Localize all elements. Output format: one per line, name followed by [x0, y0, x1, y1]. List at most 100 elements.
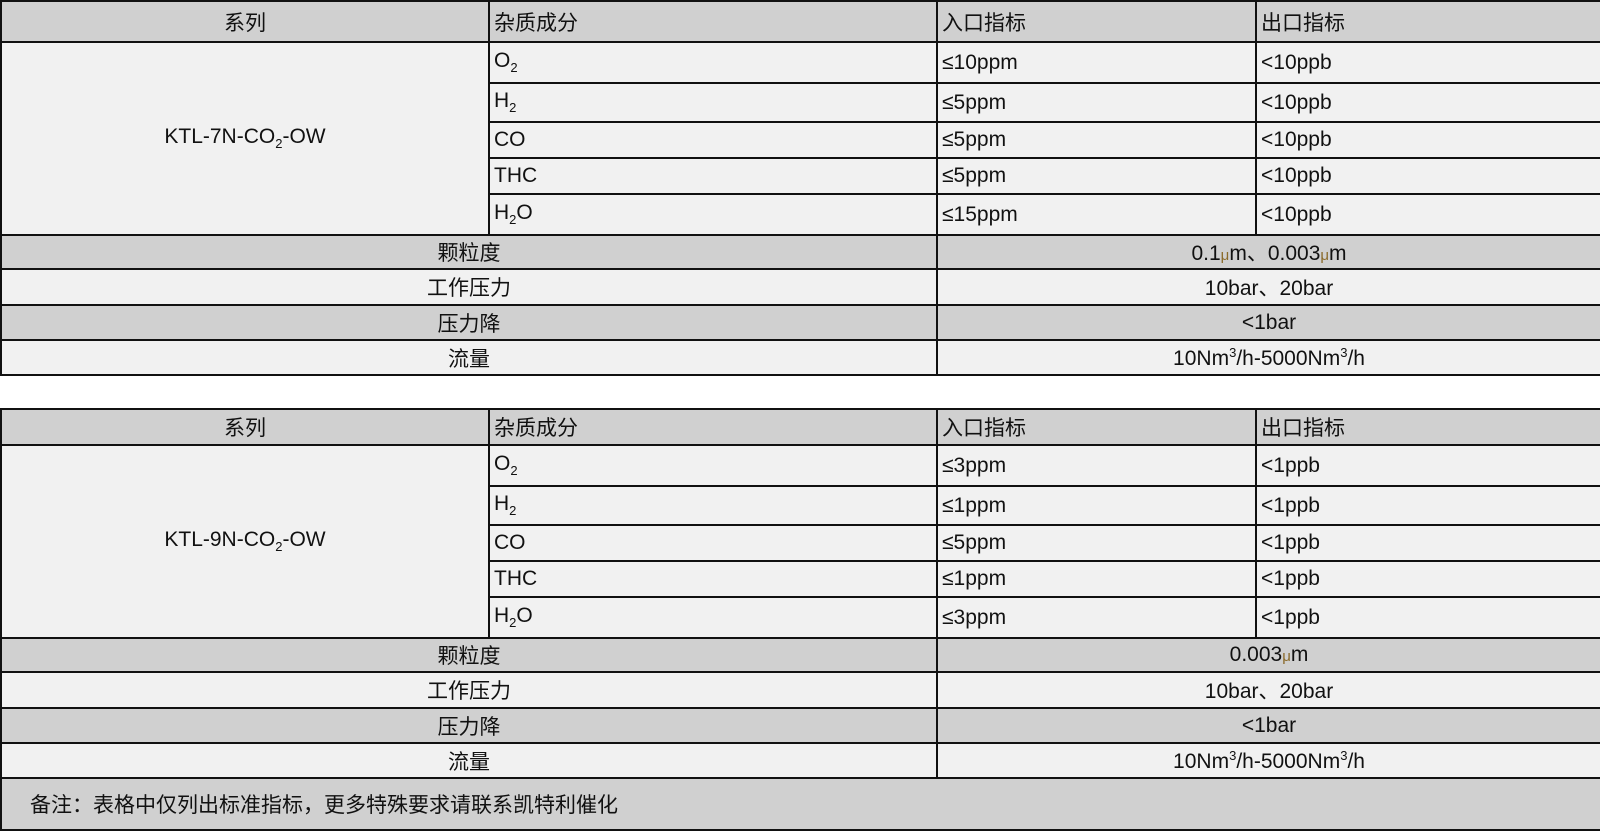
- impurity-name: O2: [488, 41, 938, 84]
- inlet-value: ≤10ppm: [936, 41, 1257, 84]
- inlet-value: ≤15ppm: [936, 193, 1257, 236]
- header-row: 系列 杂质成分 入口指标 出口指标: [0, 408, 1600, 446]
- spec-row: 流量 10Nm3/h-5000Nm3/h: [0, 339, 1600, 376]
- spec-row: 流量 10Nm3/h-5000Nm3/h: [0, 742, 1600, 779]
- text-segment: 3: [1340, 344, 1348, 360]
- spec-label: 工作压力: [0, 268, 938, 306]
- text-segment: -OW: [282, 528, 326, 552]
- spec-row: 颗粒度 0.1μm、0.003μm: [0, 234, 1600, 270]
- header-series: 系列: [0, 0, 490, 43]
- inlet-value: ≤1ppm: [936, 485, 1257, 526]
- text-segment: 3: [1340, 747, 1348, 763]
- outlet-value: <1ppb: [1255, 524, 1600, 562]
- text-segment: 2: [275, 539, 283, 555]
- text-segment: m: [1290, 643, 1309, 666]
- outlet-value: <10ppb: [1255, 41, 1600, 84]
- inlet-value: ≤5ppm: [936, 82, 1257, 123]
- text-segment: H: [494, 604, 510, 628]
- text-segment: O: [516, 201, 533, 225]
- outlet-value: <1ppb: [1255, 560, 1600, 598]
- spec-label: 流量: [0, 742, 938, 779]
- impurity-name: H2O: [488, 193, 938, 236]
- spec-value: 10Nm3/h-5000Nm3/h: [936, 339, 1600, 376]
- impurity-name: H2O: [488, 596, 938, 639]
- header-impurity: 杂质成分: [488, 0, 938, 43]
- impurity-name: CO: [488, 121, 938, 159]
- text-segment: THC: [494, 567, 538, 590]
- text-segment: /h-5000Nm: [1236, 346, 1341, 370]
- text-segment: 10bar、20bar: [1204, 680, 1334, 703]
- text-segment: 10Nm: [1173, 749, 1230, 773]
- text-segment: m、0.003: [1229, 242, 1321, 265]
- text-segment: 10bar、20bar: [1204, 277, 1334, 300]
- impurity-row: THC ≤1ppm <1ppb: [1, 560, 1600, 598]
- text-segment: KTL-9N-CO: [164, 528, 276, 552]
- text-segment: 2: [510, 60, 518, 76]
- spec-label: 流量: [0, 339, 938, 376]
- outlet-value: <1ppb: [1255, 485, 1600, 526]
- text-segment: 10Nm: [1173, 346, 1230, 370]
- spec-row: 工作压力 10bar、20bar: [0, 268, 1600, 306]
- text-segment: 3: [1229, 747, 1237, 763]
- spec-table: 系列 杂质成分 入口指标 出口指标 KTL-7N-CO2-OW O2 ≤10ppm…: [0, 0, 1600, 376]
- spec-label: 颗粒度: [0, 637, 938, 673]
- spec-value: 10Nm3/h-5000Nm3/h: [936, 742, 1600, 779]
- spec-value: 10bar、20bar: [936, 671, 1600, 709]
- header-outlet: 出口指标: [1255, 408, 1600, 446]
- inlet-value: ≤5ppm: [936, 524, 1257, 562]
- text-segment: 0.1: [1191, 242, 1221, 265]
- outlet-value: <1ppb: [1255, 596, 1600, 639]
- spec-row: 工作压力 10bar、20bar: [0, 671, 1600, 709]
- text-segment: 2: [509, 615, 517, 631]
- impurity-name: H2: [488, 82, 938, 123]
- text-segment: 2: [509, 503, 517, 519]
- spec-label: 颗粒度: [0, 234, 938, 270]
- text-segment: KTL-7N-CO: [164, 125, 276, 149]
- text-segment: <1bar: [1241, 310, 1297, 334]
- text-segment: O: [494, 49, 511, 73]
- spec-row: 压力降 <1bar: [0, 304, 1600, 341]
- spec-table: 系列 杂质成分 入口指标 出口指标 KTL-9N-CO2-OW O2 ≤3ppm …: [0, 408, 1600, 831]
- inlet-value: ≤5ppm: [936, 157, 1257, 195]
- impurity-row: KTL-7N-CO2-OW O2 ≤10ppm <10ppb: [0, 41, 1600, 236]
- spec-value: <1bar: [936, 707, 1600, 744]
- inlet-value: ≤3ppm: [936, 444, 1257, 487]
- spec-row: 颗粒度 0.003μm: [0, 637, 1600, 673]
- note-text: 备注：表格中仅列出标准指标，更多特殊要求请联系凯特利催化: [0, 777, 1600, 831]
- text-segment: 2: [275, 136, 283, 152]
- text-segment: H: [494, 492, 510, 516]
- text-segment: μ: [1220, 247, 1230, 264]
- outlet-value: <10ppb: [1255, 157, 1600, 195]
- text-segment: 2: [510, 463, 518, 479]
- text-segment: 2: [509, 100, 517, 116]
- header-inlet: 入口指标: [936, 408, 1257, 446]
- text-segment: H: [494, 89, 510, 113]
- text-segment: /h-5000Nm: [1236, 749, 1341, 773]
- text-segment: μ: [1320, 247, 1330, 264]
- outlet-value: <10ppb: [1255, 82, 1600, 123]
- header-impurity: 杂质成分: [488, 408, 938, 446]
- text-segment: m: [1329, 242, 1347, 265]
- spec-row: 压力降 <1bar: [0, 707, 1600, 744]
- text-segment: CO: [494, 531, 526, 554]
- text-segment: /h: [1347, 749, 1365, 773]
- inlet-value: ≤3ppm: [936, 596, 1257, 639]
- text-segment: <1bar: [1241, 713, 1297, 737]
- series-name: KTL-7N-CO2-OW: [0, 41, 490, 236]
- spec-label: 工作压力: [0, 671, 938, 709]
- header-series: 系列: [0, 408, 490, 446]
- text-segment: O: [516, 604, 533, 628]
- text-segment: /h: [1347, 346, 1365, 370]
- text-segment: THC: [494, 164, 538, 187]
- outlet-value: <10ppb: [1255, 121, 1600, 159]
- impurity-name: H2: [488, 485, 938, 526]
- inlet-value: ≤1ppm: [936, 560, 1257, 598]
- text-segment: -OW: [282, 125, 326, 149]
- note-row: 备注：表格中仅列出标准指标，更多特殊要求请联系凯特利催化: [0, 777, 1600, 831]
- spec-label: 压力降: [0, 304, 938, 341]
- impurity-name: O2: [488, 444, 938, 487]
- spec-value: <1bar: [936, 304, 1600, 341]
- inlet-value: ≤5ppm: [936, 121, 1257, 159]
- text-segment: H: [494, 201, 510, 225]
